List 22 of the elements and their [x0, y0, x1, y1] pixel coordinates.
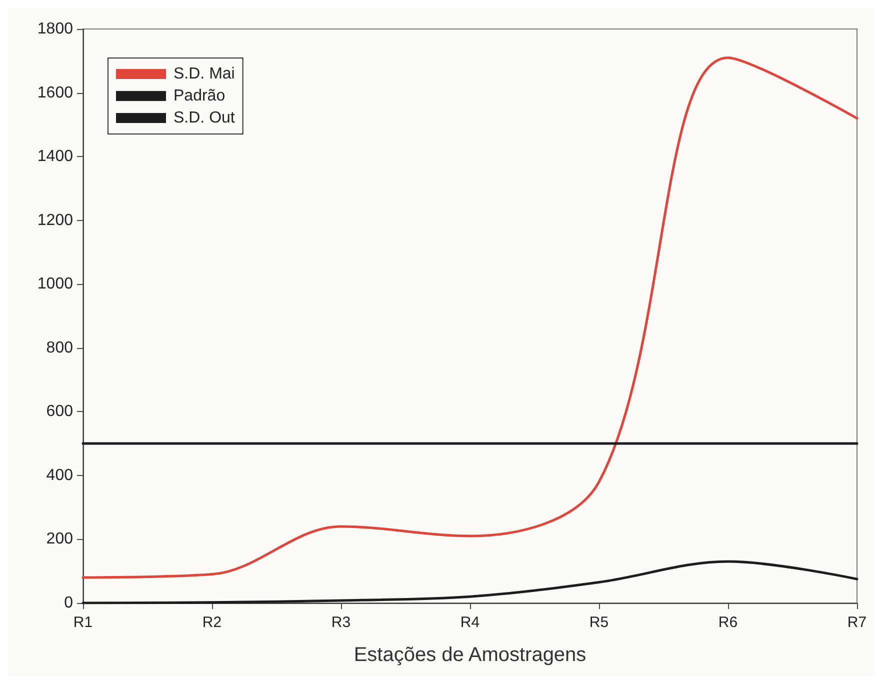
x-tick-label: R5 [589, 614, 609, 631]
y-tick-label: 600 [46, 403, 74, 420]
y-tick-label: 1400 [37, 148, 74, 166]
y-tick-label: 0 [64, 594, 74, 612]
y-tick-label: 800 [46, 339, 74, 356]
legend-label: Padrão [174, 88, 226, 104]
x-axis-title: Estações de Amostragens [354, 644, 586, 666]
y-tick-label: 200 [46, 530, 74, 548]
x-tick-label: R7 [847, 614, 867, 631]
y-tick-label: 1600 [37, 84, 74, 102]
y-tick-label: 1200 [37, 212, 74, 229]
x-tick-label: R2 [202, 614, 222, 631]
x-tick-label: R4 [460, 614, 480, 631]
y-tick-label: 400 [46, 466, 74, 484]
legend-label: S.D. Out [174, 110, 236, 126]
line-series [82, 56, 858, 579]
y-tick-label: 1000 [37, 276, 74, 293]
x-tick-label: R6 [718, 614, 738, 631]
legend-label: S.D. Mai [174, 66, 235, 82]
x-tick-label: R1 [73, 614, 93, 631]
y-tick-label: 1800 [37, 20, 74, 38]
x-tick-label: R3 [331, 614, 351, 631]
